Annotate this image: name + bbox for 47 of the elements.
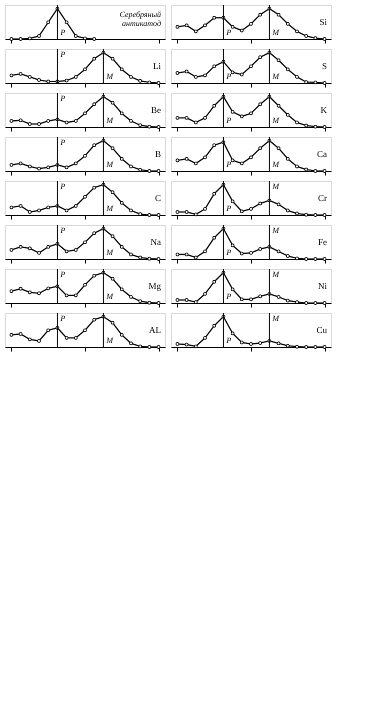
series-label: Na	[150, 237, 161, 247]
series-label: S	[322, 61, 327, 71]
annotation: M	[271, 28, 280, 37]
series-label: B	[154, 149, 161, 159]
annotation: P	[59, 50, 66, 59]
annotation: P	[225, 292, 232, 301]
series-label: Mg	[148, 281, 162, 291]
annotation: M	[271, 182, 280, 191]
annotation: P	[59, 270, 66, 279]
annotation: M	[105, 204, 114, 213]
annotation: M	[105, 72, 114, 81]
annotation: P	[225, 248, 232, 257]
annotation: P	[59, 94, 66, 103]
annotation: P	[59, 138, 66, 147]
series-label: Fe	[318, 237, 328, 247]
series-label: Be	[151, 105, 162, 115]
annotation: M	[105, 160, 114, 169]
annotation: P	[59, 314, 66, 323]
series-label: Cr	[318, 193, 328, 203]
annotation: M	[271, 226, 280, 235]
annotation: P	[225, 28, 232, 37]
annotation: P	[225, 72, 232, 81]
annotation: P	[59, 182, 66, 191]
text: Серебряный антикатод	[120, 10, 161, 28]
annotation: P	[59, 28, 66, 37]
series-label: AL	[149, 325, 161, 335]
annotation: P	[225, 160, 232, 169]
series-label: C	[154, 193, 161, 203]
annotation: M	[271, 72, 280, 81]
annotation: P	[225, 336, 232, 345]
annotation: M	[271, 116, 280, 125]
annotation: M	[105, 116, 114, 125]
series-label: Cu	[316, 325, 328, 335]
annotation: P	[225, 116, 232, 125]
series-label: Ni	[318, 281, 328, 291]
annotation: M	[271, 314, 280, 323]
annotation: P	[59, 226, 66, 235]
series-label: Li	[153, 61, 162, 71]
annotation: M	[105, 336, 114, 345]
series-label: Si	[319, 17, 328, 27]
series-label: K	[320, 105, 328, 115]
annotation: M	[271, 160, 280, 169]
series-label: Ca	[317, 149, 328, 159]
annotation: M	[271, 270, 280, 279]
annotation: M	[105, 248, 114, 257]
annotation: M	[105, 292, 114, 301]
annotation: P	[225, 204, 232, 213]
